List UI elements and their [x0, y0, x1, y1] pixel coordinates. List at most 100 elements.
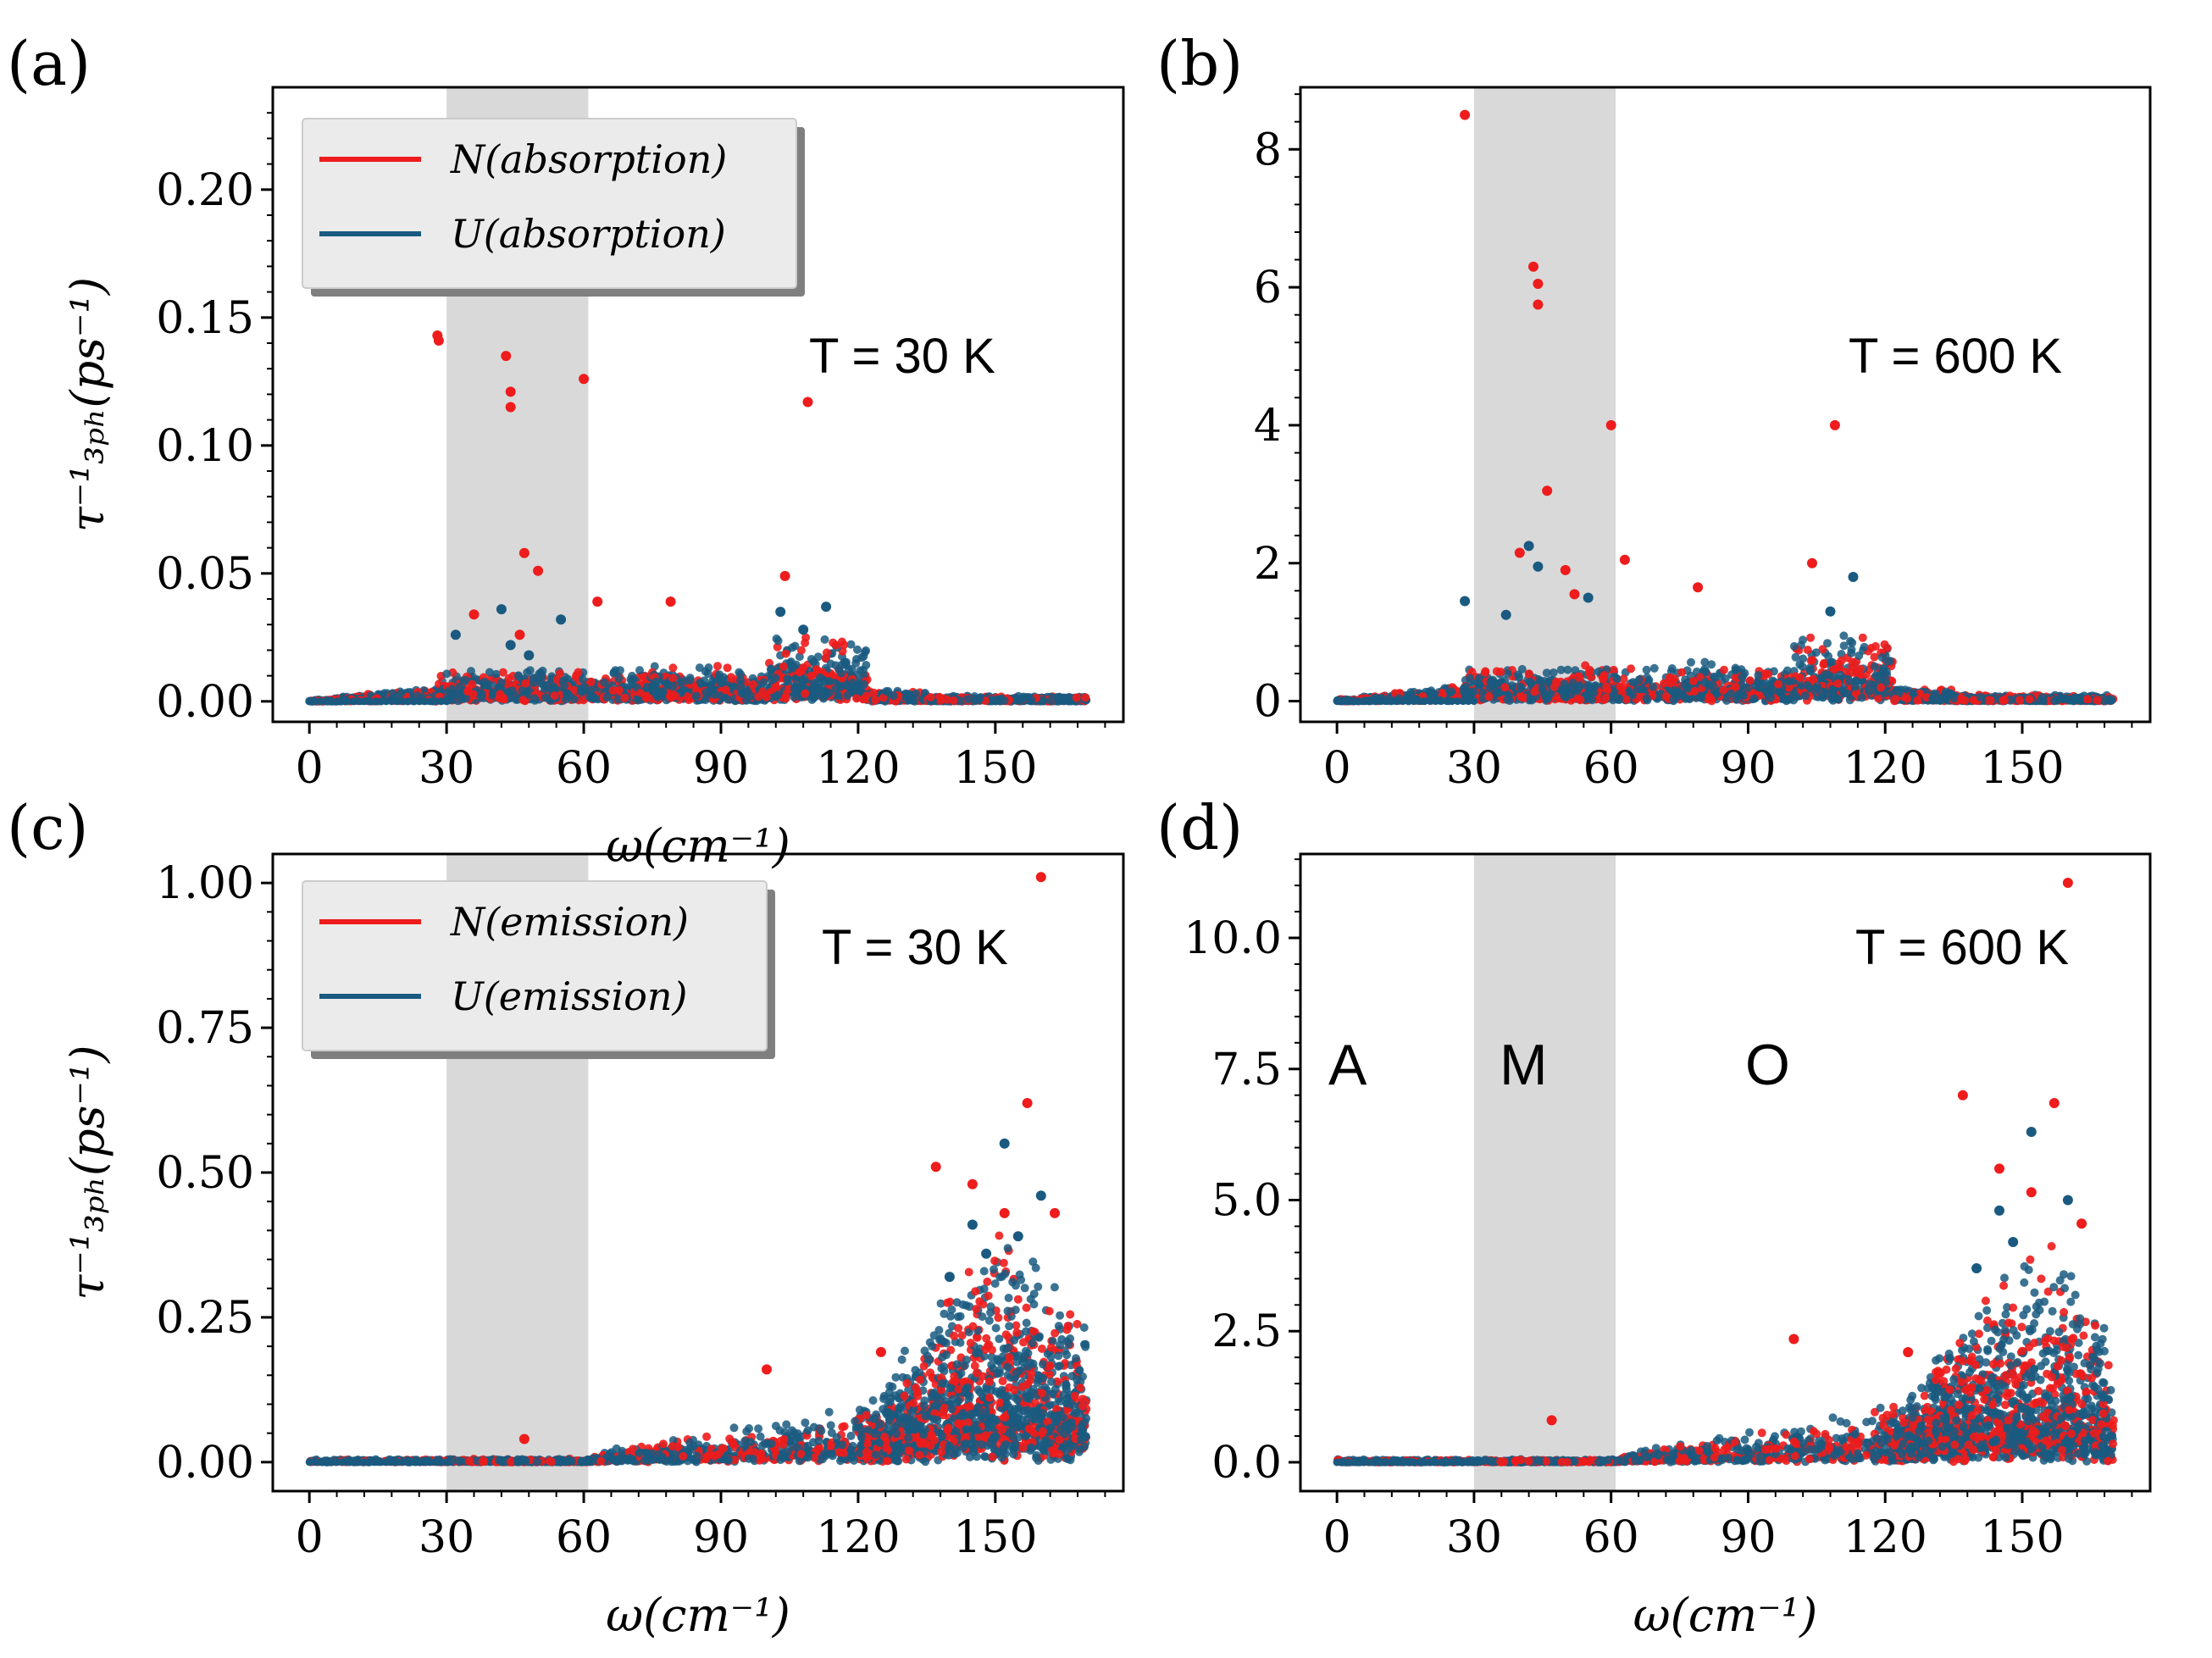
point-n	[926, 693, 935, 701]
point-u	[530, 694, 539, 703]
point-u	[387, 697, 396, 706]
x-tick-label: 120	[816, 743, 900, 794]
highlight-point-n	[533, 565, 544, 576]
point-n	[468, 679, 477, 689]
point-u	[1018, 694, 1028, 703]
point-u	[707, 680, 716, 690]
point-u	[376, 697, 385, 706]
point-n	[949, 696, 958, 705]
point-u	[442, 697, 451, 706]
point-u	[455, 682, 464, 691]
point-u	[635, 666, 644, 675]
highlight-point-n	[518, 547, 529, 558]
point-n	[879, 693, 888, 702]
point-u	[700, 676, 709, 685]
point-u	[541, 685, 550, 694]
point-n	[1858, 633, 1867, 642]
point-u	[701, 688, 711, 697]
highlight-point-u	[821, 602, 832, 613]
point-u	[813, 652, 823, 662]
point-u	[1571, 666, 1580, 675]
temperature-label: T = 30 K	[809, 329, 995, 384]
point-u	[327, 697, 335, 706]
point-u	[820, 635, 829, 644]
point-u	[759, 678, 768, 687]
point-u	[452, 690, 462, 699]
point-u	[344, 697, 352, 706]
point-n	[799, 663, 808, 672]
point-u	[1839, 641, 1849, 651]
highlight-point-n	[468, 609, 480, 620]
point-u	[536, 679, 546, 688]
point-u	[642, 682, 651, 691]
point-n	[852, 694, 861, 703]
point-u	[851, 658, 861, 668]
point-n	[1818, 645, 1827, 654]
point-n	[1855, 664, 1865, 674]
highlight-point-u	[450, 629, 461, 640]
point-u	[587, 685, 596, 694]
point-u	[538, 666, 547, 675]
highlight-point-u	[798, 624, 809, 635]
point-u	[316, 697, 324, 706]
point-u	[1848, 638, 1857, 647]
point-u	[701, 696, 710, 705]
point-u	[816, 690, 825, 699]
point-u	[723, 695, 733, 704]
point-u	[338, 697, 346, 706]
highlight-point-u	[556, 614, 567, 625]
point-u	[768, 675, 776, 685]
point-u	[795, 652, 804, 662]
point-n	[586, 677, 596, 686]
highlight-point-n	[501, 351, 512, 362]
point-u	[616, 666, 624, 675]
highlight-point-n	[579, 374, 590, 385]
point-u	[609, 668, 618, 678]
point-n	[1496, 668, 1505, 676]
panel-a: (a)0 30 60 90 120 1500.000.050.100.150.20ω(cm…	[7, 28, 1125, 873]
point-n	[1072, 693, 1081, 702]
point-u	[360, 697, 369, 706]
y-axis-label: τ⁻¹₃ₚₕ(ps⁻¹)	[61, 277, 114, 532]
point-u	[1842, 689, 1851, 698]
highlight-point-n	[514, 629, 525, 640]
point-u	[1667, 664, 1677, 673]
point-u	[859, 679, 868, 689]
point-u	[1707, 660, 1716, 669]
point-u	[790, 685, 799, 694]
point-n	[807, 671, 816, 680]
y-tick-label: 0.00	[156, 677, 254, 728]
legend-label: U(absorption)	[451, 211, 726, 257]
highlight-point-n	[779, 570, 790, 581]
point-u	[826, 659, 835, 668]
point-u	[1710, 673, 1720, 682]
point-u	[398, 697, 407, 706]
point-n	[1081, 693, 1090, 702]
legend: N(absorption)U(absorption)	[302, 118, 805, 297]
point-u	[846, 640, 856, 649]
point-u	[799, 676, 807, 685]
point-n	[762, 692, 771, 701]
point-u	[365, 697, 374, 706]
axes-frame	[271, 86, 1125, 724]
point-n	[579, 696, 588, 705]
x-tick-label: 30	[419, 743, 474, 794]
point-u	[1039, 696, 1048, 705]
point-u	[461, 675, 470, 685]
point-u	[740, 690, 750, 699]
point-u	[882, 687, 891, 696]
y-tick-label: 0.05	[156, 549, 254, 600]
point-n	[665, 692, 674, 701]
x-tick-label: 60	[556, 743, 612, 794]
y-tick-label: 0.10	[156, 421, 254, 472]
highlight-point-u	[496, 604, 507, 615]
point-u	[836, 682, 845, 691]
point-u	[437, 697, 446, 706]
point-u	[349, 697, 358, 706]
point-u	[788, 643, 797, 652]
point-u	[529, 674, 538, 683]
point-n	[1481, 667, 1490, 676]
point-u	[975, 694, 984, 703]
point-u	[409, 697, 418, 706]
point-u	[840, 658, 850, 668]
